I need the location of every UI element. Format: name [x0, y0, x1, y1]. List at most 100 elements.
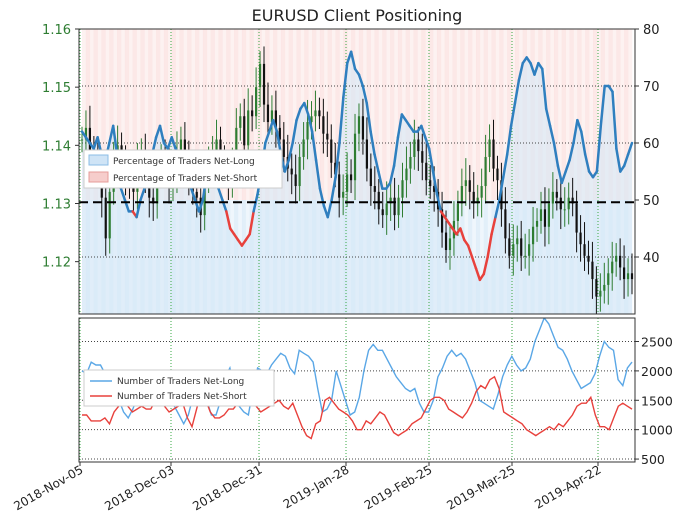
- price-bar-body: [239, 116, 242, 128]
- price-bar-body: [104, 197, 107, 239]
- price-bar-body: [524, 255, 527, 257]
- net-short-shade: [413, 29, 418, 200]
- price-bar-body: [385, 203, 388, 216]
- price-bar-body: [318, 110, 321, 117]
- price-bar-body: [405, 168, 408, 181]
- net-short-shade: [132, 29, 137, 200]
- net-long-line-segment: [502, 153, 509, 179]
- net-short-shade: [210, 29, 215, 200]
- price-bar-body: [611, 261, 614, 274]
- net-long-line-segment: [158, 124, 166, 145]
- net-short-shade: [167, 29, 173, 200]
- price-bar-body: [373, 186, 376, 192]
- price-bar-body: [108, 191, 111, 239]
- top-panel: 1.12 1.13 1.14 1.15 1.16 40 50 60 70 80 Percenta…: [42, 23, 660, 315]
- bottom-right-tick-label: 2000: [641, 364, 673, 379]
- price-bar-body: [512, 244, 515, 256]
- price-bar-body: [389, 197, 392, 204]
- price-bar-body: [148, 180, 151, 198]
- price-bar-body: [626, 273, 630, 280]
- price-bar-body: [551, 191, 554, 204]
- price-bar-body: [152, 197, 155, 204]
- net-short-shade: [183, 29, 188, 200]
- net-long-line-segment: [517, 61, 525, 82]
- net-short-shade: [85, 29, 91, 200]
- net-short-shade: [105, 29, 110, 200]
- price-bar-body: [290, 168, 293, 175]
- net-long-line-segment: [556, 164, 564, 185]
- net-long-line-segment: [599, 84, 606, 128]
- net-long-line-segment: [595, 124, 603, 173]
- net-short-shade: [436, 29, 442, 200]
- price-bar-body: [349, 174, 353, 181]
- price-bar-body: [401, 180, 404, 198]
- net-long-line-segment-short: [470, 255, 478, 270]
- right-tick-label: 40: [643, 251, 660, 266]
- net-short-shade: [218, 29, 223, 200]
- net-long-line-segment: [217, 187, 224, 202]
- net-short-shade: [581, 29, 586, 200]
- net-short-shade: [323, 29, 329, 200]
- net-short-shade: [596, 29, 602, 200]
- bottom-panel-frame: [78, 317, 636, 463]
- net-short-shade: [335, 29, 340, 200]
- net-short-shade: [628, 29, 633, 200]
- net-short-shade: [487, 29, 492, 200]
- price-bar-body: [571, 197, 574, 204]
- price-bar-body: [504, 209, 507, 239]
- net-short-shade: [507, 29, 512, 200]
- net-short-shade: [394, 29, 399, 200]
- price-bar-body: [460, 186, 463, 204]
- net-short-shade: [136, 29, 141, 200]
- x-tick-label: 2019-Mar-25: [444, 462, 517, 512]
- price-bar-body: [599, 290, 602, 297]
- net-short-shade: [620, 29, 625, 200]
- net-long-line-segment: [533, 61, 540, 76]
- net-short-shade: [199, 29, 204, 200]
- price-bar-body: [456, 203, 459, 221]
- price-bar-body: [413, 139, 416, 157]
- net-long-line-segment: [349, 50, 357, 71]
- net-short-shade: [503, 29, 508, 200]
- net-short-shade: [616, 29, 621, 200]
- net-short-shade: [557, 29, 563, 200]
- bottom-legend: Number of Traders Net-Long Number of Tra…: [83, 369, 275, 407]
- net-short-shade: [277, 29, 282, 200]
- net-short-shade: [128, 29, 134, 200]
- price-bar-body: [607, 273, 610, 285]
- net-long-line-segment-short: [486, 232, 493, 259]
- net-long-line-segment: [509, 101, 517, 128]
- net-short-shade: [460, 29, 465, 200]
- net-short-shade: [456, 29, 461, 200]
- net-short-shade: [397, 29, 403, 200]
- price-bar-body: [381, 209, 384, 216]
- chart-title: EURUSD Client Positioning: [252, 6, 463, 25]
- net-short-shade: [202, 29, 208, 200]
- net-long-line-segment-short: [459, 227, 466, 242]
- net-short-shade: [452, 29, 457, 200]
- net-long-line-segment: [552, 141, 560, 168]
- net-short-shade: [401, 29, 407, 200]
- net-short-shade: [561, 29, 566, 200]
- price-bar-body: [615, 255, 618, 262]
- legend-label-net-long: Percentage of Traders Net-Long: [113, 157, 255, 167]
- price-bar-body: [243, 116, 246, 146]
- net-short-shade: [144, 29, 149, 200]
- net-long-line-segment: [420, 124, 427, 139]
- price-bar-body: [262, 63, 266, 105]
- price-bar-body: [448, 238, 452, 251]
- net-short-shade: [82, 29, 87, 200]
- net-short-shade: [472, 29, 477, 200]
- net-short-shade: [589, 29, 594, 200]
- net-short-shade: [448, 29, 453, 200]
- x-tick-label: 2019-Jan-28: [281, 462, 352, 511]
- net-short-shade: [93, 29, 98, 200]
- price-bar-body: [559, 197, 562, 210]
- price-bar-body: [630, 273, 634, 280]
- right-axis-ticks-bottom: 500 1000 1500 2000 2500: [635, 335, 673, 467]
- net-long-line-segment: [572, 118, 579, 145]
- net-long-line-segment: [306, 113, 314, 133]
- price-bar-body: [80, 139, 84, 141]
- net-short-shade: [479, 29, 485, 200]
- net-short-shade: [475, 29, 481, 200]
